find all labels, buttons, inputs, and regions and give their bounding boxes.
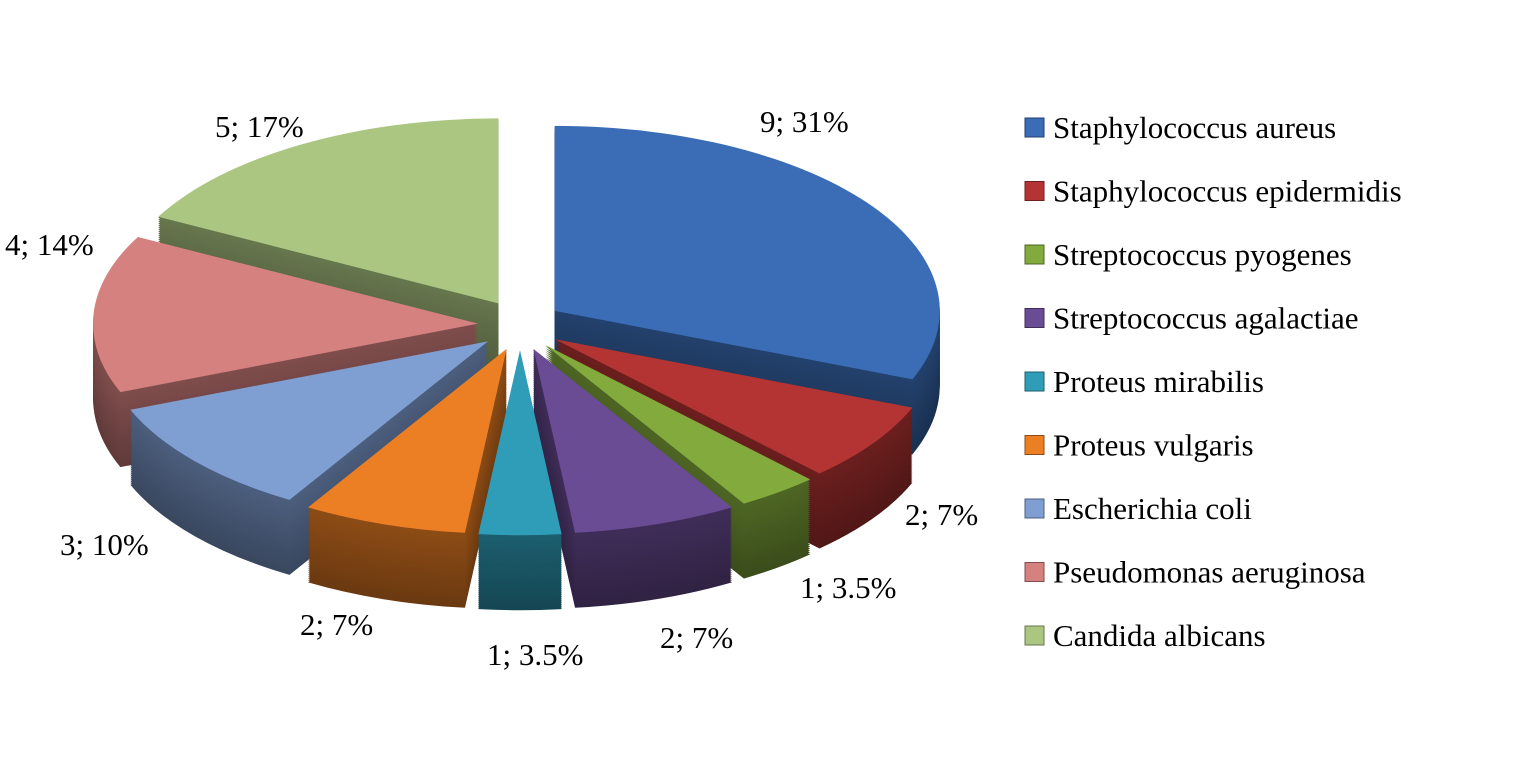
legend-item: Staphylococcus aureus (1024, 110, 1336, 145)
legend-item: Escherichia coli (1024, 491, 1252, 526)
legend-swatch (1024, 498, 1045, 519)
legend-swatch (1024, 625, 1045, 646)
legend-swatch (1024, 562, 1045, 582)
legend-item: Proteus mirabilis (1024, 364, 1264, 399)
legend-item: Streptococcus agalactiae (1024, 301, 1359, 336)
data-label: 5; 17% (215, 109, 304, 144)
pie-slice-5 (308, 348, 507, 608)
legend-swatch (1024, 308, 1045, 328)
legend-swatch (1024, 181, 1045, 201)
legend-label: Proteus mirabilis (1053, 364, 1264, 399)
pie-slice-top (93, 236, 479, 393)
legend-label: Streptococcus agalactiae (1053, 301, 1359, 336)
legend-label: Proteus vulgaris (1053, 428, 1254, 463)
pie-slice-top (308, 348, 507, 533)
data-label: 2; 7% (300, 607, 373, 642)
legend-label: Escherichia coli (1053, 491, 1252, 526)
data-label: 2; 7% (660, 620, 733, 655)
pie-slice-8 (158, 118, 499, 379)
legend-label: Candida albicans (1053, 618, 1266, 653)
data-label: 1; 3.5% (800, 570, 896, 605)
pie-slice-top (158, 118, 499, 304)
legend-item: Proteus vulgaris (1024, 428, 1254, 463)
legend-label: Staphylococcus epidermidis (1053, 174, 1402, 209)
legend-item: Candida albicans (1024, 618, 1266, 653)
legend-swatch (1024, 244, 1045, 265)
pie-slice-4 (478, 350, 562, 611)
legend-item: Streptococcus pyogenes (1024, 237, 1352, 272)
pie-slice-top (554, 125, 940, 380)
legend-label: Pseudomonas aeruginosa (1053, 555, 1366, 590)
data-label: 9; 31% (760, 104, 849, 139)
pie-slice-top (545, 345, 811, 504)
pie-slice-top (554, 339, 913, 474)
data-label: 4; 14% (5, 227, 94, 262)
pie-slice-7 (93, 236, 479, 468)
data-label: 2; 7% (905, 497, 978, 532)
pie-slice-top (130, 341, 488, 500)
legend-label: Staphylococcus aureus (1053, 110, 1336, 145)
legend-item: Staphylococcus epidermidis (1024, 174, 1402, 209)
legend-label: Streptococcus pyogenes (1053, 237, 1352, 272)
pie-slice-top (478, 350, 562, 536)
legend-item: Pseudomonas aeruginosa (1024, 555, 1366, 590)
pie-slice-3 (533, 348, 732, 608)
legend-swatch (1024, 435, 1045, 455)
data-label: 1; 3.5% (487, 637, 583, 672)
data-label: 3; 10% (60, 527, 149, 562)
pie-slice-top (533, 348, 732, 533)
legend-swatch (1024, 117, 1045, 138)
legend-swatch (1024, 371, 1045, 392)
